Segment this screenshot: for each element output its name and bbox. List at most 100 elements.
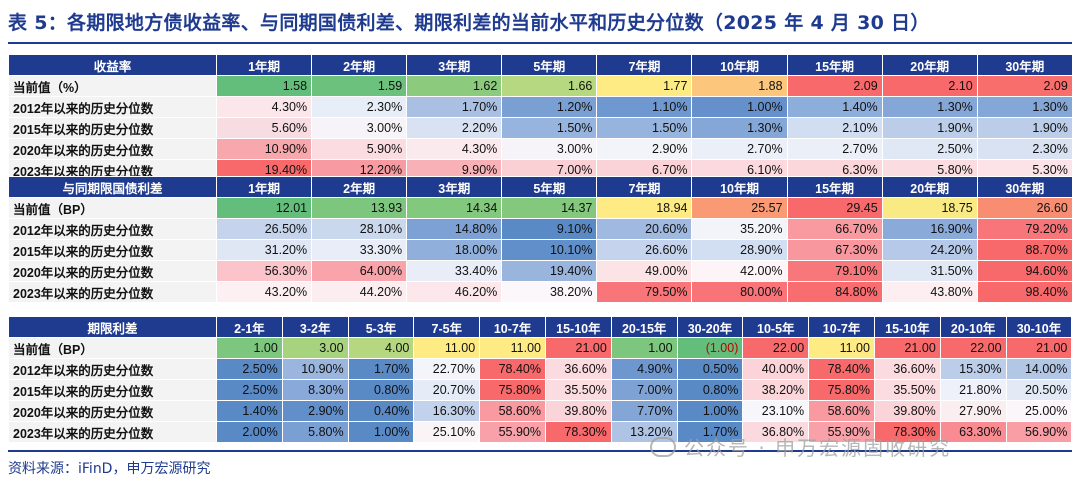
table-cell: 28.90% bbox=[691, 239, 788, 261]
column-header: 3年期 bbox=[406, 176, 503, 198]
table-cell: 20.70% bbox=[413, 379, 481, 401]
table-row: 2012年以来的历史分位数 4.30% 2.30% 1.70% 1.20% 1.10% 1.… bbox=[8, 96, 1073, 118]
column-header: 2年期 bbox=[311, 176, 408, 198]
table-cell: 0.80% bbox=[347, 379, 415, 401]
table-cell: 5.90% bbox=[311, 138, 408, 160]
table-cell: 6.10% bbox=[691, 159, 788, 181]
table-cell: 3.00 bbox=[281, 337, 349, 359]
table-cell: 29.45 bbox=[786, 197, 883, 219]
column-header: 3年期 bbox=[406, 54, 503, 76]
table-cell: 1.66 bbox=[501, 75, 598, 97]
table-cell: 25.00% bbox=[1005, 400, 1073, 422]
column-header: 5-3年 bbox=[347, 316, 415, 338]
column-header: 10年期 bbox=[691, 176, 788, 198]
table-cell: 18.94 bbox=[596, 197, 693, 219]
table-cell: 1.00% bbox=[676, 400, 744, 422]
table-cell: 1.00 bbox=[216, 337, 283, 359]
table-cell: 1.40% bbox=[786, 96, 883, 118]
table-cell: 39.80% bbox=[544, 400, 612, 422]
table-cell: 6.70% bbox=[596, 159, 693, 181]
table-cell: 26.50% bbox=[215, 218, 313, 240]
table-cell: 36.80% bbox=[742, 421, 810, 443]
table-cell: 5.80% bbox=[881, 159, 978, 181]
column-header: 10-7年 bbox=[808, 316, 875, 338]
table-cell: 46.20% bbox=[406, 281, 503, 303]
term-spread-table: 期限利差 2-1年 3-2年 5-3年 7-5年 10-7年 15-10年 20-15年 30-… bbox=[8, 316, 1073, 443]
table-cell: 13.93 bbox=[311, 197, 408, 219]
table-cell: 18.75 bbox=[881, 197, 978, 219]
column-header: 7年期 bbox=[596, 54, 693, 76]
table-cell: 1.30% bbox=[881, 96, 978, 118]
table-cell: 5.60% bbox=[215, 117, 313, 139]
table-cell: 1.30% bbox=[691, 117, 788, 139]
table-cell: 40.00% bbox=[742, 358, 810, 380]
table-cell: 24.20% bbox=[881, 239, 978, 261]
page-title: 表 5：各期限地方债收益率、与同期国债利差、期限利差的当前水平和历史分位数（20… bbox=[8, 12, 930, 34]
table-cell: 27.90% bbox=[939, 400, 1007, 422]
title-rule bbox=[8, 42, 1072, 44]
table-cell: 10.90% bbox=[215, 138, 313, 160]
column-header: 15-10年 bbox=[544, 316, 612, 338]
table-cell: 14.80% bbox=[406, 218, 503, 240]
table-cell: 26.60% bbox=[596, 239, 693, 261]
table-cell: 49.00% bbox=[596, 260, 693, 282]
table-cell: 26.60 bbox=[976, 197, 1073, 219]
column-header: 7-5年 bbox=[413, 316, 481, 338]
table-cell: 63.30% bbox=[939, 421, 1007, 443]
table-cell: 55.90% bbox=[808, 421, 875, 443]
table-cell: 23.10% bbox=[742, 400, 810, 422]
row-label: 当前值（BP） bbox=[8, 197, 217, 219]
wechat-icon bbox=[650, 437, 676, 457]
column-header: 2-1年 bbox=[216, 316, 283, 338]
column-header: 30年期 bbox=[976, 176, 1073, 198]
table-cell: 2.50% bbox=[216, 379, 283, 401]
table-cell: 31.50% bbox=[881, 260, 978, 282]
table-cell: 67.30% bbox=[786, 239, 883, 261]
table-cell: 58.60% bbox=[808, 400, 875, 422]
table-cell: 1.40% bbox=[216, 400, 283, 422]
table-cell: 1.30% bbox=[976, 96, 1073, 118]
header-row: 收益率 1年期 2年期 3年期 5年期 7年期 10年期 15年期 20年期 30年期 bbox=[8, 54, 1073, 76]
row-label: 2012年以来的历史分位数 bbox=[8, 358, 217, 380]
table-row: 2023年以来的历史分位数 2.00% 5.80% 1.00% 25.10% 55.90%… bbox=[8, 421, 1073, 443]
table-cell: 15.30% bbox=[939, 358, 1007, 380]
row-label: 2015年以来的历史分位数 bbox=[8, 117, 217, 139]
table-cell: 2.09 bbox=[976, 75, 1073, 97]
table-cell: 43.20% bbox=[215, 281, 313, 303]
column-header: 5年期 bbox=[501, 176, 598, 198]
table-cell: 31.20% bbox=[215, 239, 313, 261]
table-cell: 35.50% bbox=[873, 379, 941, 401]
table-cell: 10.10% bbox=[501, 239, 598, 261]
table-cell: 1.70% bbox=[676, 421, 744, 443]
table-cell: 88.70% bbox=[976, 239, 1073, 261]
table-cell: 9.10% bbox=[501, 218, 598, 240]
table-cell: 2.90% bbox=[596, 138, 693, 160]
table-cell: 21.00 bbox=[1005, 337, 1073, 359]
table-cell: 1.20% bbox=[501, 96, 598, 118]
table-cell: 21.00 bbox=[873, 337, 941, 359]
table-cell: 22.00 bbox=[939, 337, 1007, 359]
table-cell: 2.70% bbox=[786, 138, 883, 160]
table-cell: 4.30% bbox=[215, 96, 313, 118]
column-header: 20年期 bbox=[881, 176, 978, 198]
table-cell: 3.00% bbox=[501, 138, 598, 160]
column-header: 1年期 bbox=[215, 176, 313, 198]
table-cell: 4.00 bbox=[347, 337, 415, 359]
table-cell: 10.90% bbox=[281, 358, 349, 380]
row-label: 2012年以来的历史分位数 bbox=[8, 96, 217, 118]
table-row: 当前值（BP） 1.00 3.00 4.00 11.00 11.00 21.00 1.00 (1… bbox=[8, 337, 1073, 359]
table-cell: 56.90% bbox=[1005, 421, 1073, 443]
table-cell: 1.90% bbox=[881, 117, 978, 139]
table-cell: 1.70% bbox=[406, 96, 503, 118]
table-cell: 7.00% bbox=[610, 379, 678, 401]
table-cell: 2.50% bbox=[881, 138, 978, 160]
row-label: 2012年以来的历史分位数 bbox=[8, 218, 217, 240]
column-header: 15年期 bbox=[786, 54, 883, 76]
table-cell: 43.80% bbox=[881, 281, 978, 303]
table-cell: 2.09 bbox=[786, 75, 883, 97]
table-cell: 55.90% bbox=[479, 421, 546, 443]
table-cell: 35.50% bbox=[544, 379, 612, 401]
table-cell: 14.00% bbox=[1005, 358, 1073, 380]
column-header: 30-10年 bbox=[1005, 316, 1073, 338]
table-cell: 19.40% bbox=[501, 260, 598, 282]
